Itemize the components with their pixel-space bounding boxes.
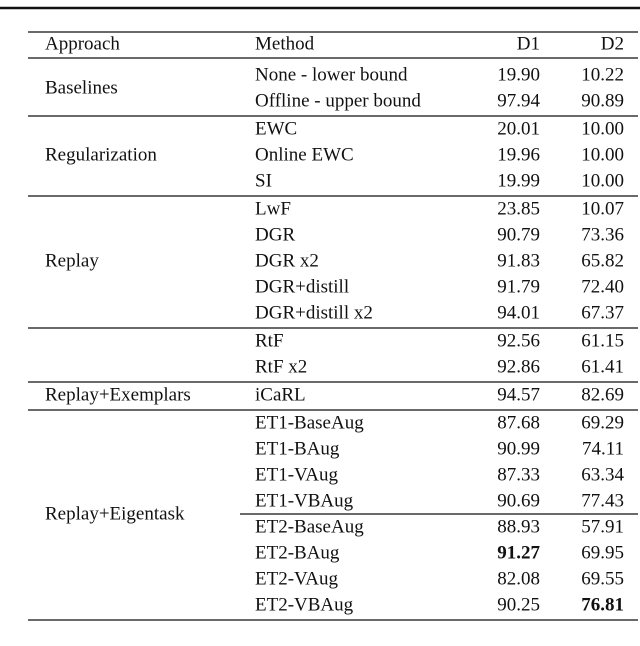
value-cell: 19.96 bbox=[497, 144, 540, 165]
method-cell: DGR x2 bbox=[255, 250, 319, 271]
value-cell: 90.25 bbox=[497, 594, 540, 615]
value-cell: 69.95 bbox=[581, 542, 624, 563]
method-cell: ET1-VAug bbox=[255, 464, 339, 485]
value-cell: 88.93 bbox=[497, 516, 540, 537]
method-cell: EWC bbox=[255, 118, 297, 139]
value-cell: 76.81 bbox=[581, 594, 624, 615]
value-cell: 65.82 bbox=[581, 250, 624, 271]
value-cell: 23.85 bbox=[497, 198, 540, 219]
value-cell: 91.79 bbox=[497, 276, 540, 297]
method-cell: ET2-VAug bbox=[255, 568, 339, 589]
method-cell: ET1-BaseAug bbox=[255, 412, 364, 433]
method-cell: Online EWC bbox=[255, 144, 354, 165]
header-cell: Method bbox=[255, 33, 315, 54]
value-cell: 91.27 bbox=[497, 542, 540, 563]
approach-cell: Replay+Exemplars bbox=[45, 384, 191, 405]
approach-cell: Regularization bbox=[45, 144, 157, 165]
value-cell: 57.91 bbox=[581, 516, 624, 537]
value-cell: 90.69 bbox=[497, 490, 540, 511]
value-cell: 72.40 bbox=[581, 276, 624, 297]
method-cell: DGR+distill bbox=[255, 276, 349, 297]
value-cell: 90.89 bbox=[581, 90, 624, 111]
value-cell: 67.37 bbox=[581, 302, 624, 323]
header-cell: D1 bbox=[517, 33, 540, 54]
method-cell: RtF x2 bbox=[255, 356, 307, 377]
value-cell: 94.01 bbox=[497, 302, 540, 323]
value-cell: 90.99 bbox=[497, 438, 540, 459]
value-cell: 61.15 bbox=[581, 330, 624, 351]
value-cell: 94.57 bbox=[497, 384, 540, 405]
header-cell: Approach bbox=[45, 33, 120, 54]
method-cell: ET1-BAug bbox=[255, 438, 340, 459]
header-cell: D2 bbox=[601, 33, 624, 54]
value-cell: 97.94 bbox=[497, 90, 540, 111]
approach-cell: Replay bbox=[45, 250, 99, 271]
value-cell: 61.41 bbox=[581, 356, 624, 377]
value-cell: 20.01 bbox=[497, 118, 540, 139]
value-cell: 92.56 bbox=[497, 330, 540, 351]
value-cell: 82.08 bbox=[497, 568, 540, 589]
value-cell: 87.68 bbox=[497, 412, 540, 433]
value-cell: 63.34 bbox=[581, 464, 624, 485]
value-cell: 69.29 bbox=[581, 412, 624, 433]
method-cell: DGR+distill x2 bbox=[255, 302, 373, 323]
method-cell: None - lower bound bbox=[255, 64, 408, 85]
value-cell: 73.36 bbox=[581, 224, 624, 245]
approach-cell: Baselines bbox=[45, 77, 118, 98]
value-cell: 90.79 bbox=[497, 224, 540, 245]
approach-cell: Replay+Eigentask bbox=[45, 503, 185, 524]
method-cell: LwF bbox=[255, 198, 291, 219]
method-cell: ET2-VBAug bbox=[255, 594, 354, 615]
value-cell: 87.33 bbox=[497, 464, 540, 485]
value-cell: 91.83 bbox=[497, 250, 540, 271]
method-cell: SI bbox=[255, 170, 272, 191]
value-cell: 10.00 bbox=[581, 118, 624, 139]
value-cell: 10.00 bbox=[581, 170, 624, 191]
method-cell: DGR bbox=[255, 224, 295, 245]
value-cell: 69.55 bbox=[581, 568, 624, 589]
method-cell: ET1-VBAug bbox=[255, 490, 354, 511]
method-cell: iCaRL bbox=[255, 384, 306, 405]
method-cell: RtF bbox=[255, 330, 284, 351]
value-cell: 19.99 bbox=[497, 170, 540, 191]
value-cell: 77.43 bbox=[581, 490, 624, 511]
value-cell: 82.69 bbox=[581, 384, 624, 405]
method-cell: ET2-BaseAug bbox=[255, 516, 364, 537]
method-cell: ET2-BAug bbox=[255, 542, 340, 563]
value-cell: 10.00 bbox=[581, 144, 624, 165]
value-cell: 10.07 bbox=[581, 198, 624, 219]
value-cell: 19.90 bbox=[497, 64, 540, 85]
method-cell: Offline - upper bound bbox=[255, 90, 421, 111]
value-cell: 10.22 bbox=[581, 64, 624, 85]
value-cell: 74.11 bbox=[582, 438, 624, 459]
value-cell: 92.86 bbox=[497, 356, 540, 377]
